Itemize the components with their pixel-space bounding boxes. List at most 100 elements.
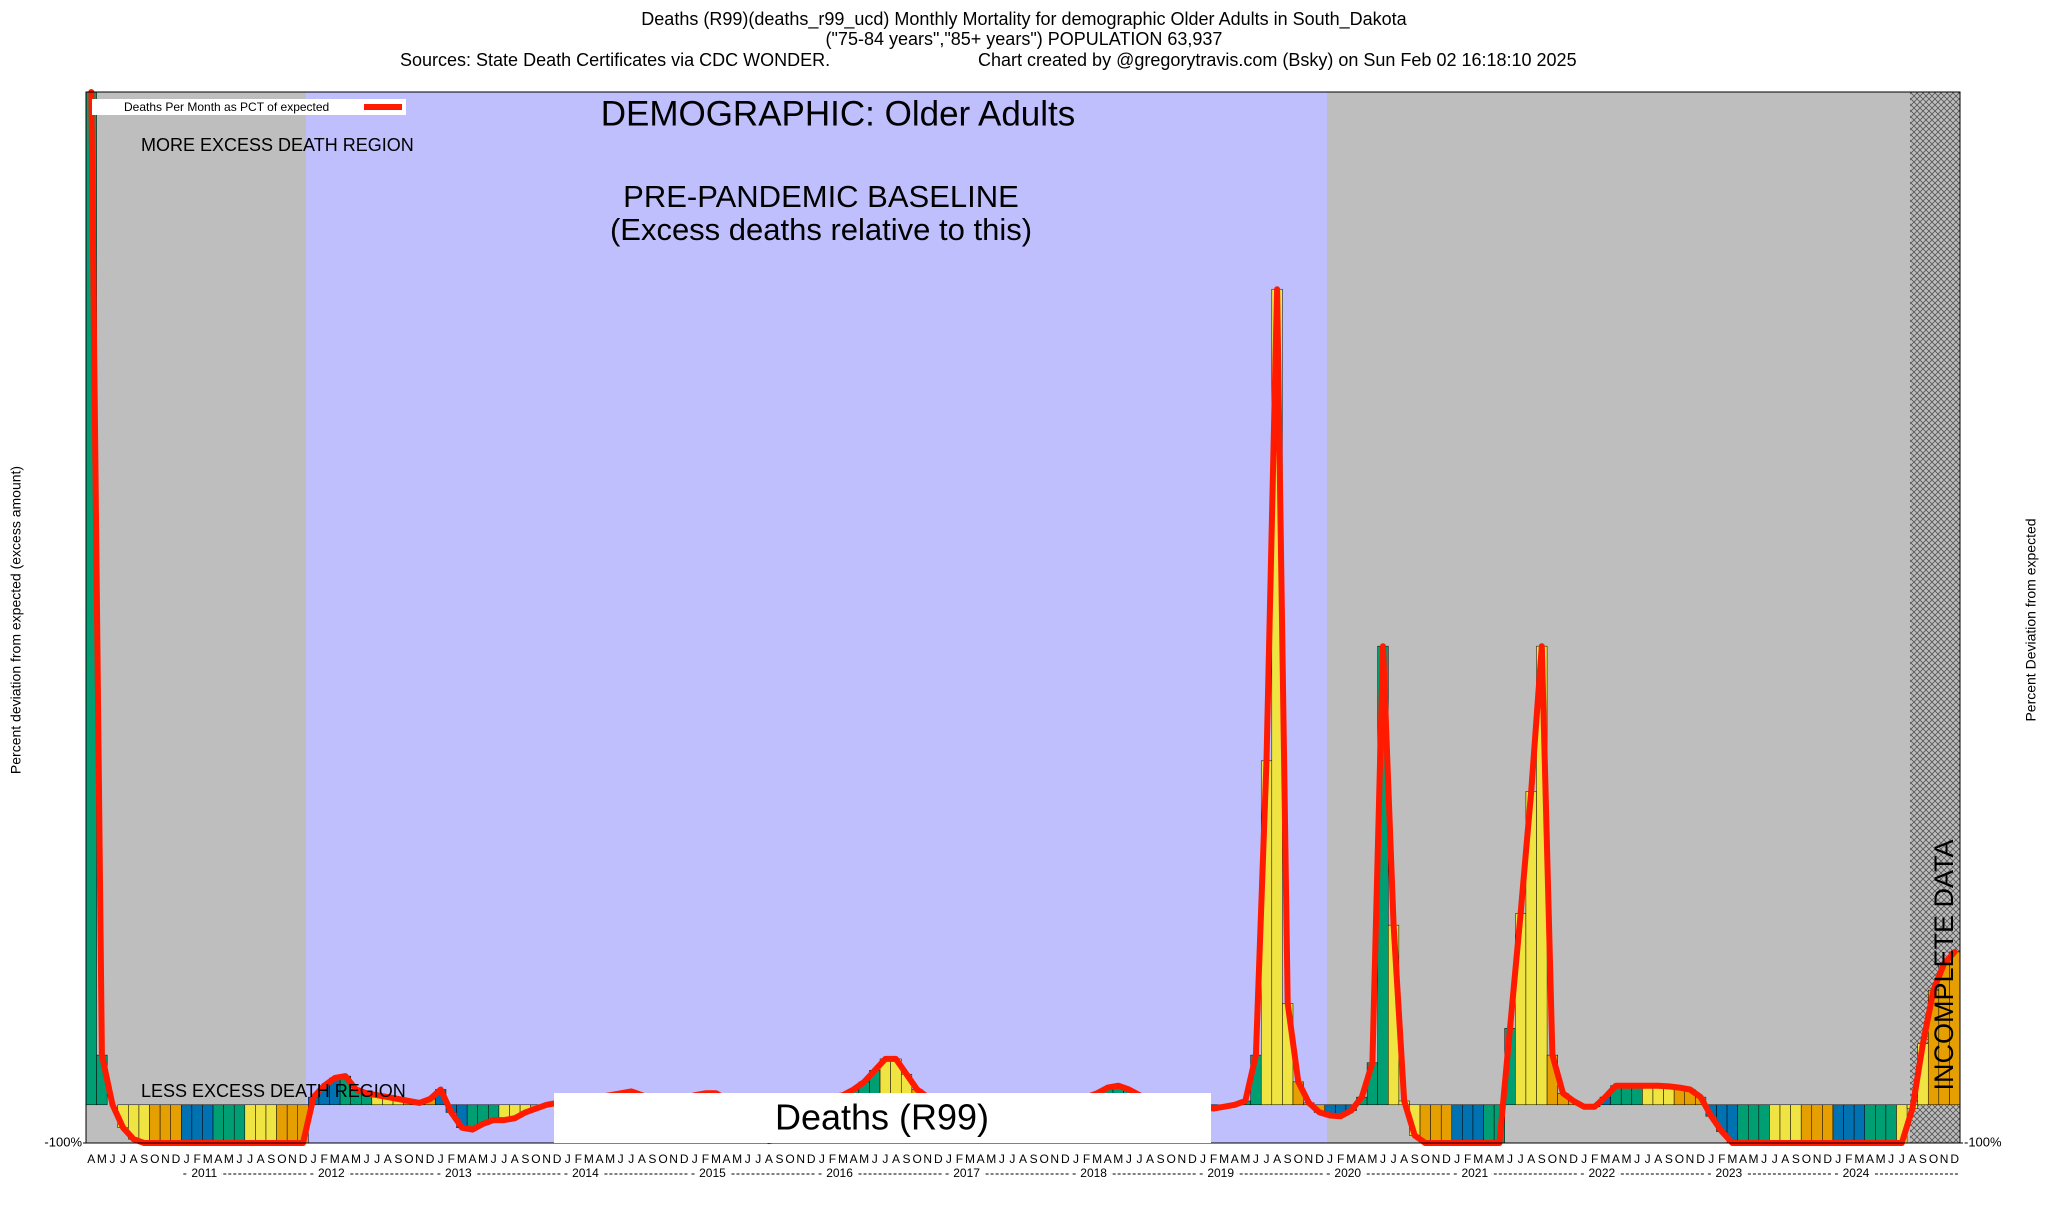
bar — [1483, 1104, 1495, 1144]
x-tick-label: D — [1950, 1152, 1959, 1166]
x-tick-label: M — [1494, 1152, 1504, 1166]
x-tick-label: M — [838, 1152, 848, 1166]
x-tick-label: F — [829, 1152, 836, 1166]
x-tick-label: J — [501, 1152, 507, 1166]
x-tick-label: J — [618, 1152, 624, 1166]
year-label: 2019 — [1207, 1166, 1234, 1180]
bar — [255, 1104, 267, 1144]
x-tick-label: A — [1019, 1152, 1027, 1166]
bar — [286, 1104, 299, 1144]
x-tick-label: D — [807, 1152, 816, 1166]
bar — [1790, 1104, 1802, 1144]
x-tick-label: D — [172, 1152, 181, 1166]
bar — [1430, 1104, 1442, 1144]
x-tick-label: J — [364, 1152, 370, 1166]
x-tick-label: A — [384, 1152, 392, 1166]
region-early — [86, 92, 306, 1143]
x-tick-label: F — [702, 1152, 709, 1166]
x-tick-label: J — [745, 1152, 751, 1166]
x-tick-label: J — [882, 1152, 888, 1166]
year-label: 2013 — [445, 1166, 472, 1180]
x-tick-label: J — [491, 1152, 497, 1166]
legend — [92, 99, 406, 115]
year-label: 2022 — [1588, 1166, 1615, 1180]
x-tick-label: J — [692, 1152, 698, 1166]
bar — [149, 1104, 161, 1144]
x-tick-label: A — [214, 1152, 222, 1166]
x-tick-label: O — [1802, 1152, 1811, 1166]
x-tick-label: J — [1380, 1152, 1386, 1166]
bar — [159, 1104, 171, 1144]
x-tick-label: M — [1240, 1152, 1250, 1166]
x-tick-label: A — [1866, 1152, 1874, 1166]
bar — [1811, 1104, 1823, 1144]
cause-label: Deaths (R99) — [775, 1097, 989, 1138]
x-tick-label: A — [892, 1152, 900, 1166]
x-tick-label: S — [140, 1152, 148, 1166]
bar — [1864, 1104, 1876, 1144]
x-tick-label: N — [415, 1152, 424, 1166]
x-tick-label: S — [394, 1152, 402, 1166]
x-tick-label: N — [542, 1152, 551, 1166]
x-tick-label: O — [1675, 1152, 1684, 1166]
bar — [1875, 1104, 1887, 1144]
bar — [244, 1104, 256, 1144]
x-tick-label: J — [374, 1152, 380, 1166]
x-tick-label: A — [1739, 1152, 1747, 1166]
x-tick-label: S — [903, 1152, 911, 1166]
x-tick-label: J — [1126, 1152, 1132, 1166]
x-tick-label: A — [1485, 1152, 1493, 1166]
bar — [191, 1104, 203, 1144]
x-tick-label: J — [565, 1152, 571, 1166]
x-tick-label: J — [1634, 1152, 1640, 1166]
x-tick-label: S — [1538, 1152, 1546, 1166]
x-tick-label: N — [1050, 1152, 1059, 1166]
x-tick-label: A — [1273, 1152, 1281, 1166]
bar — [265, 1104, 277, 1144]
x-tick-label: J — [1200, 1152, 1206, 1166]
x-tick-label: O — [1167, 1152, 1176, 1166]
y-axis-title: Percent deviation from expected (excess … — [8, 466, 24, 774]
x-tick-label: A — [850, 1152, 858, 1166]
x-tick-label: O — [912, 1152, 921, 1166]
y2-tick-label: -100% — [1964, 1134, 2002, 1149]
x-tick-label: A — [130, 1152, 138, 1166]
x-tick-label: M — [1600, 1152, 1610, 1166]
year-label-bg — [695, 1166, 730, 1182]
x-tick-label: A — [1231, 1152, 1239, 1166]
bar — [202, 1104, 214, 1144]
credit: Chart created by @gregorytravis.com (Bsk… — [978, 50, 1577, 70]
year-label-bg — [441, 1166, 476, 1182]
source: Sources: State Death Certificates via CD… — [400, 50, 830, 70]
baseline-label: (Excess deaths relative to this) — [610, 212, 1032, 247]
x-tick-label: S — [521, 1152, 529, 1166]
x-tick-label: O — [1294, 1152, 1303, 1166]
x-tick-label: J — [1835, 1152, 1841, 1166]
x-tick-label: F — [1845, 1152, 1852, 1166]
x-tick-label: M — [1876, 1152, 1886, 1166]
x-tick-label: N — [796, 1152, 805, 1166]
year-label-bg — [187, 1166, 222, 1182]
x-tick-label: M — [330, 1152, 340, 1166]
heading: DEMOGRAPHIC: Older Adults — [601, 94, 1076, 133]
region-baseline — [306, 92, 1327, 1143]
x-tick-label: N — [161, 1152, 170, 1166]
bar — [1758, 1104, 1770, 1144]
incomplete-label: INCOMPLETE DATA — [1929, 839, 1959, 1090]
x-tick-label: J — [628, 1152, 634, 1166]
x-tick-label: M — [1092, 1152, 1102, 1166]
x-tick-label: N — [669, 1152, 678, 1166]
x-tick-label: D — [1569, 1152, 1578, 1166]
x-tick-label: O — [658, 1152, 667, 1166]
bar — [181, 1104, 193, 1144]
year-label: 2015 — [699, 1166, 726, 1180]
x-tick-label: A — [87, 1152, 95, 1166]
x-tick-label: N — [288, 1152, 297, 1166]
year-label-bg — [1711, 1166, 1746, 1182]
x-tick-label: S — [1030, 1152, 1038, 1166]
bar — [1451, 1104, 1463, 1144]
x-tick-label: A — [1781, 1152, 1789, 1166]
x-tick-label: J — [755, 1152, 761, 1166]
x-tick-label: J — [311, 1152, 317, 1166]
